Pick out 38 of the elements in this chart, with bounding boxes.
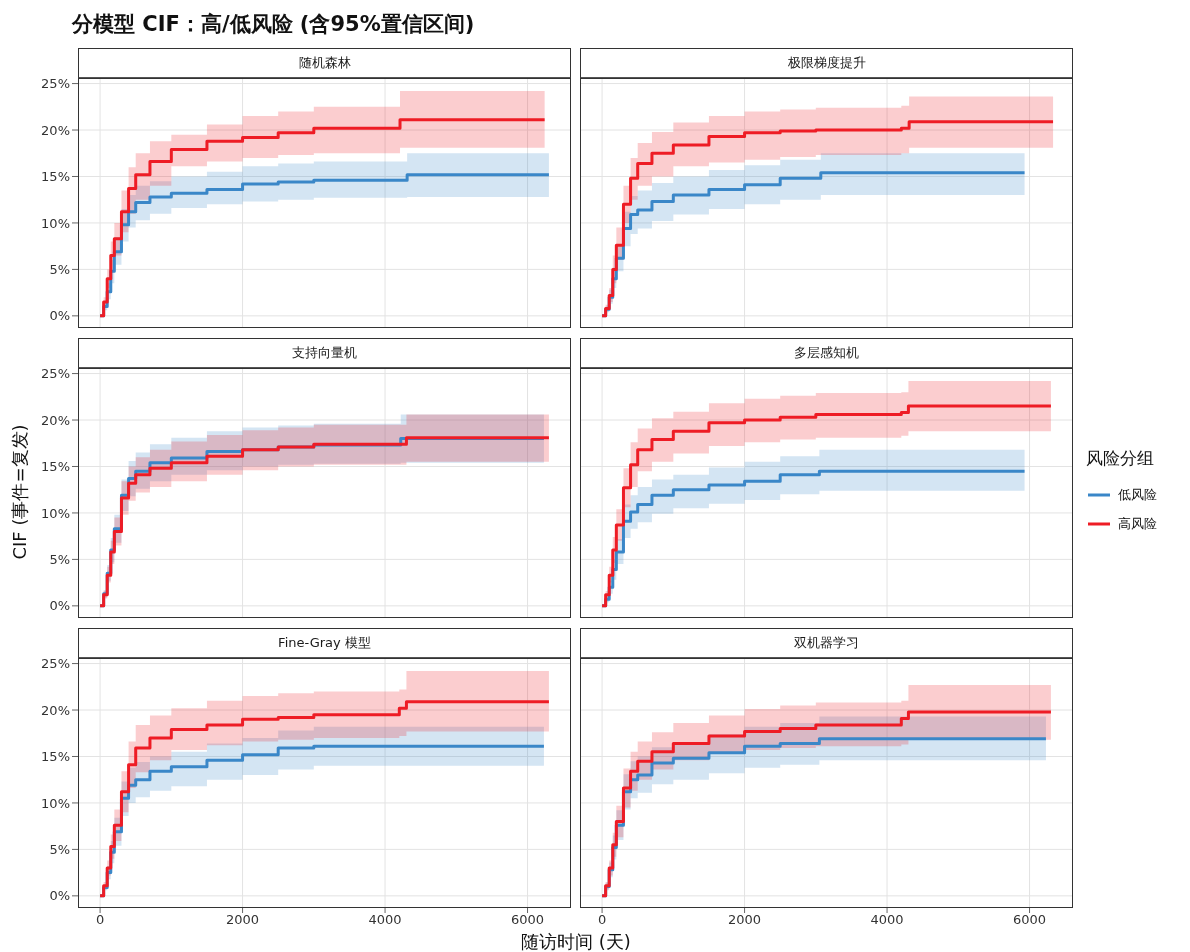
x-tick-label: 0 [95, 912, 105, 928]
x-tick-label: 2000 [226, 912, 260, 928]
chart-title: 极限梯度提升 [580, 48, 1073, 79]
y-tick-label: 5% [49, 552, 70, 568]
y-tick-label: 0% [49, 598, 70, 614]
chart-title: Fine-Gray 模型 [78, 628, 571, 659]
legend-title: 风险分组 [1086, 447, 1155, 470]
y-tick-label: 0% [49, 308, 70, 324]
y-tick-label: 15% [41, 169, 70, 185]
y-tick-label: 5% [49, 262, 70, 278]
y-tick-label: 15% [41, 749, 70, 765]
y-tick-label: 20% [41, 702, 70, 718]
y-tick-label: 25% [41, 656, 70, 672]
y-tick-label: 10% [41, 215, 70, 231]
y-axis-title: CIF (事件=复发) [8, 424, 31, 560]
y-tick-label: 25% [41, 76, 70, 92]
text: 分模型 CIF：高/低风险 (含95%置信区间) [72, 11, 475, 38]
legend-label: 低风险 [1118, 485, 1157, 504]
x-axis-title: 随访时间 (天) [521, 930, 631, 952]
y-tick-label: 20% [41, 122, 70, 138]
y-tick-label: 0% [49, 888, 70, 904]
chart-title: 多层感知机 [580, 338, 1073, 369]
x-tick-label: 6000 [511, 912, 545, 928]
x-tick-label: 4000 [368, 912, 402, 928]
y-tick-label: 10% [41, 505, 70, 521]
y-tick-label: 25% [41, 366, 70, 382]
chart-title: 双机器学习 [580, 628, 1073, 659]
x-tick-label: 0 [597, 912, 607, 928]
y-tick-label: 15% [41, 459, 70, 475]
chart-title: 支持向量机 [78, 338, 571, 369]
y-tick-label: 20% [41, 412, 70, 428]
y-tick-label: 10% [41, 795, 70, 811]
chart-title: 随机森林 [78, 48, 571, 79]
x-tick-label: 6000 [1012, 912, 1047, 928]
legend-label: 高风险 [1118, 514, 1157, 533]
x-tick-label: 2000 [728, 912, 762, 928]
x-tick-label: 4000 [870, 912, 904, 928]
y-tick-label: 5% [49, 842, 70, 858]
